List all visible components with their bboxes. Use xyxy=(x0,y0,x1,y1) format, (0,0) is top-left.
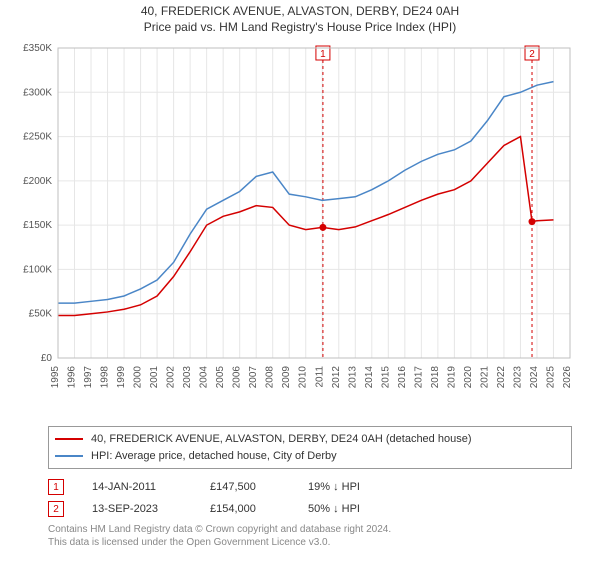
svg-text:2025: 2025 xyxy=(545,366,556,389)
svg-text:2015: 2015 xyxy=(380,366,391,389)
svg-text:2019: 2019 xyxy=(446,366,457,389)
svg-text:2003: 2003 xyxy=(182,366,193,389)
svg-text:£300K: £300K xyxy=(23,87,52,98)
svg-text:2001: 2001 xyxy=(149,366,160,389)
legend-label-property: 40, FREDERICK AVENUE, ALVASTON, DERBY, D… xyxy=(91,431,471,448)
legend-swatch-hpi xyxy=(55,455,83,457)
svg-text:2020: 2020 xyxy=(463,366,474,389)
svg-text:2016: 2016 xyxy=(397,366,408,389)
event-marker-2: 2 xyxy=(48,501,64,517)
svg-text:1: 1 xyxy=(320,49,326,60)
svg-text:£350K: £350K xyxy=(23,43,52,54)
event-date-2: 13-SEP-2023 xyxy=(92,503,182,515)
svg-text:2009: 2009 xyxy=(281,366,292,389)
svg-text:£0: £0 xyxy=(41,353,53,364)
chart-title: 40, FREDERICK AVENUE, ALVASTON, DERBY, D… xyxy=(0,4,600,18)
svg-text:2026: 2026 xyxy=(562,366,573,389)
event-row-2: 2 13-SEP-2023 £154,000 50% ↓ HPI xyxy=(48,501,572,517)
svg-text:2011: 2011 xyxy=(314,366,325,388)
event-diff-1: 19% ↓ HPI xyxy=(308,481,388,493)
svg-text:1997: 1997 xyxy=(83,366,94,389)
svg-text:2013: 2013 xyxy=(347,366,358,389)
svg-text:2010: 2010 xyxy=(298,366,309,389)
svg-text:1995: 1995 xyxy=(50,366,61,389)
event-diff-2: 50% ↓ HPI xyxy=(308,503,388,515)
legend-row-property: 40, FREDERICK AVENUE, ALVASTON, DERBY, D… xyxy=(55,431,565,448)
svg-text:2018: 2018 xyxy=(430,366,441,389)
license-text: Contains HM Land Registry data © Crown c… xyxy=(48,523,572,549)
svg-text:2022: 2022 xyxy=(496,366,507,389)
svg-text:2000: 2000 xyxy=(133,366,144,389)
svg-text:2024: 2024 xyxy=(529,366,540,389)
svg-text:2004: 2004 xyxy=(199,366,210,389)
chart-area: £0 £50K £100K £150K £200K £250K £300K £350K 1995… xyxy=(10,38,590,418)
svg-text:2014: 2014 xyxy=(364,366,375,389)
svg-text:2002: 2002 xyxy=(166,366,177,389)
event-price-2: £154,000 xyxy=(210,503,280,515)
svg-text:2017: 2017 xyxy=(413,366,424,389)
svg-text:£200K: £200K xyxy=(23,176,52,187)
event-date-1: 14-JAN-2011 xyxy=(92,481,182,493)
svg-text:£150K: £150K xyxy=(23,220,52,231)
svg-text:2012: 2012 xyxy=(331,366,342,389)
legend-row-hpi: HPI: Average price, detached house, City… xyxy=(55,448,565,465)
svg-text:2007: 2007 xyxy=(248,366,259,389)
event-marker-1: 1 xyxy=(48,479,64,495)
chart-subtitle: Price paid vs. HM Land Registry's House … xyxy=(0,20,600,34)
svg-text:2006: 2006 xyxy=(232,366,243,389)
legend-label-hpi: HPI: Average price, detached house, City… xyxy=(91,448,337,465)
svg-text:£50K: £50K xyxy=(29,309,53,320)
chart-svg: £0 £50K £100K £150K £200K £250K £300K £350K 1995… xyxy=(10,38,590,418)
svg-text:2: 2 xyxy=(529,49,535,60)
svg-text:1998: 1998 xyxy=(100,366,111,389)
event-row-1: 1 14-JAN-2011 £147,500 19% ↓ HPI xyxy=(48,479,572,495)
event-price-1: £147,500 xyxy=(210,481,280,493)
legend: 40, FREDERICK AVENUE, ALVASTON, DERBY, D… xyxy=(48,426,572,469)
legend-swatch-property xyxy=(55,438,83,440)
svg-text:1996: 1996 xyxy=(67,366,78,389)
svg-text:£250K: £250K xyxy=(23,132,52,143)
svg-text:£100K: £100K xyxy=(23,264,52,275)
svg-text:1999: 1999 xyxy=(116,366,127,389)
license-line-1: Contains HM Land Registry data © Crown c… xyxy=(48,523,572,536)
svg-text:2021: 2021 xyxy=(479,366,490,389)
svg-text:2008: 2008 xyxy=(265,366,276,389)
license-line-2: This data is licensed under the Open Gov… xyxy=(48,536,572,549)
svg-text:2023: 2023 xyxy=(512,366,523,389)
events-table: 1 14-JAN-2011 £147,500 19% ↓ HPI 2 13-SE… xyxy=(48,479,572,517)
svg-text:2005: 2005 xyxy=(215,366,226,389)
